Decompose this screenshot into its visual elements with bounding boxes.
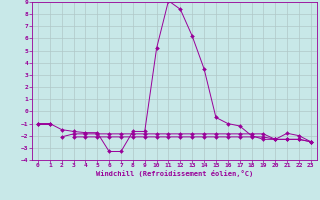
- X-axis label: Windchill (Refroidissement éolien,°C): Windchill (Refroidissement éolien,°C): [96, 170, 253, 177]
